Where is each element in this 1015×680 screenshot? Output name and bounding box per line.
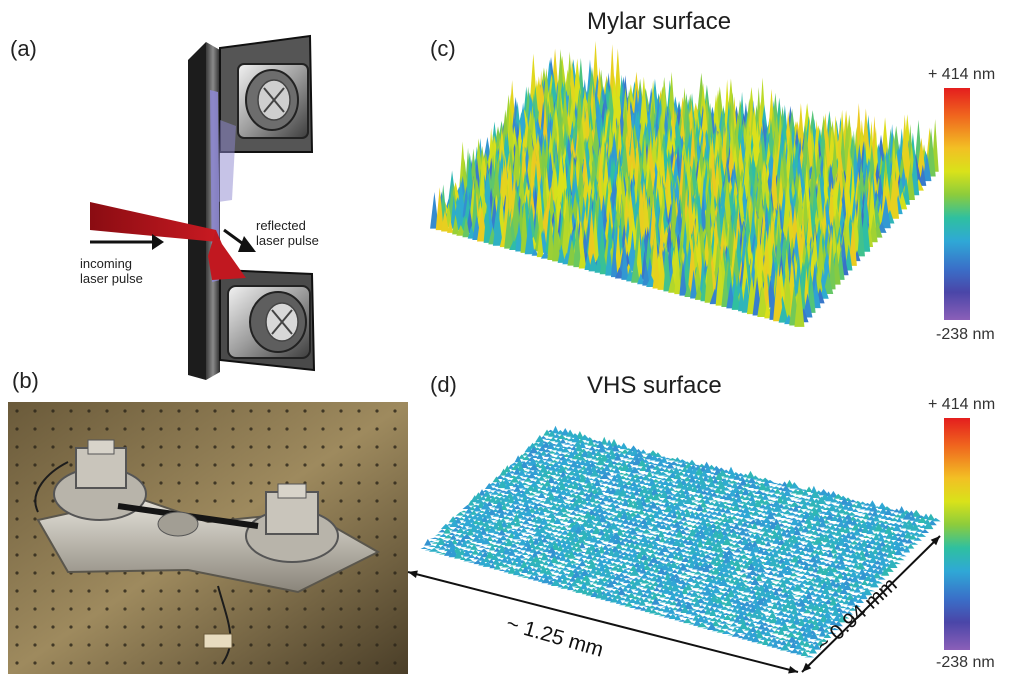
- mylar-colorbar-min-label: -238 nm: [936, 326, 995, 344]
- vhs-colorbar: [944, 418, 970, 650]
- mylar-title: Mylar surface: [587, 8, 731, 36]
- mylar-surface-plot: [420, 50, 940, 350]
- vhs-colorbar-min-label: -238 nm: [936, 654, 995, 672]
- tape-drive-schematic: [60, 20, 420, 380]
- vhs-surface-plot: [400, 390, 960, 680]
- mylar-colorbar: [944, 88, 970, 320]
- vhs-colorbar-max-label: + 414 nm: [928, 396, 995, 414]
- back-plate: [188, 42, 206, 380]
- reflected-laser-beam: [208, 230, 246, 280]
- reflected-label: reflected laser pulse: [256, 218, 319, 248]
- panel-a-label: (a): [10, 36, 37, 62]
- mylar-colorbar-max-label: + 414 nm: [928, 66, 995, 84]
- incoming-label: incoming laser pulse: [80, 256, 143, 286]
- apparatus-photo: [8, 402, 408, 674]
- connector: [204, 634, 232, 648]
- panel-b-label: (b): [12, 368, 39, 394]
